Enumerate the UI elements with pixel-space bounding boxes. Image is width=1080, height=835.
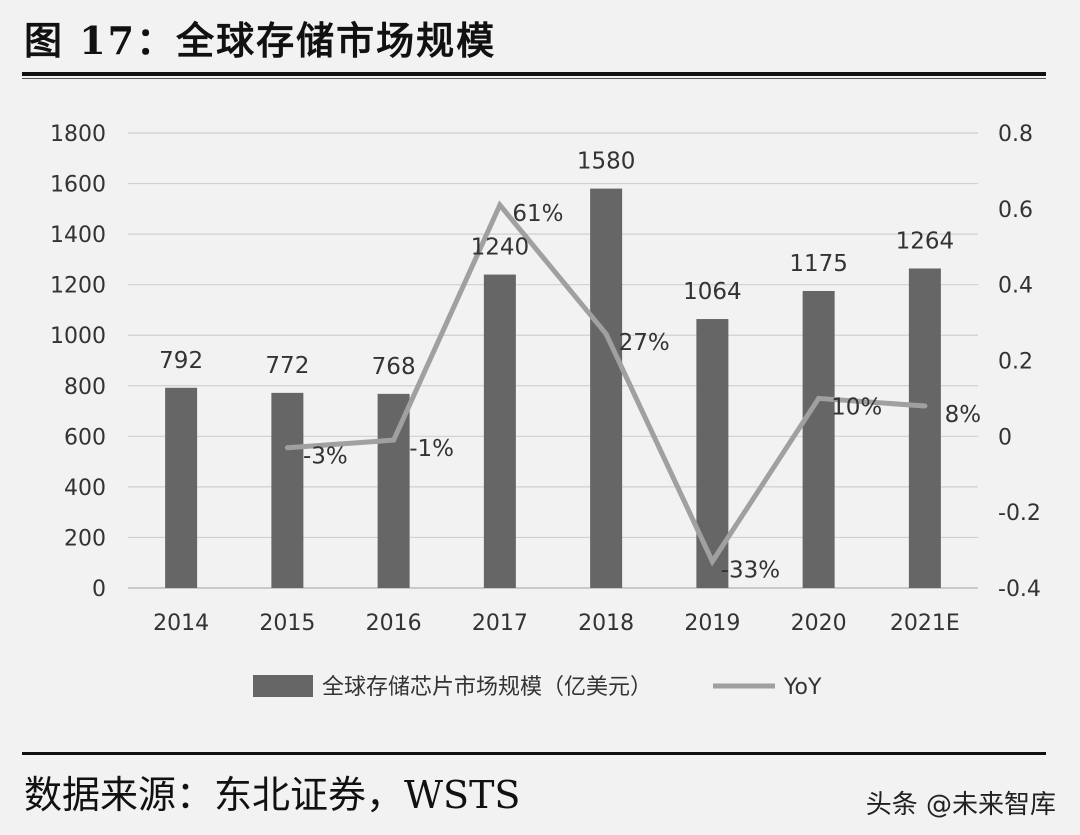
- legend-bar-swatch: [253, 675, 313, 697]
- bar-series: [165, 188, 941, 588]
- y-left-tick-label: 1200: [50, 274, 106, 299]
- yoy-value-label: -33%: [721, 557, 780, 583]
- bar: [165, 387, 198, 588]
- yoy-point: [497, 202, 503, 208]
- bar: [377, 393, 410, 588]
- yoy-point: [603, 331, 609, 337]
- bar-value-label: 1264: [896, 228, 955, 254]
- yoy-value-label: -1%: [409, 436, 454, 462]
- y-right-tick-label: 0: [998, 425, 1012, 450]
- bar: [590, 188, 623, 588]
- y-left-tick-label: 400: [64, 476, 106, 501]
- yoy-point: [391, 437, 397, 443]
- yoy-value-label: -3%: [303, 444, 348, 470]
- y-right-tick-label: 0.4: [998, 274, 1033, 299]
- bar: [483, 274, 516, 588]
- title-rule-thin: [22, 78, 1046, 79]
- x-tick-label: 2021E: [890, 611, 960, 636]
- figure-title: 图 17：全球存储市场规模: [24, 18, 497, 63]
- y-right-tick-label: 0.2: [998, 350, 1033, 375]
- watermark: 头条 @未来智库: [865, 790, 1056, 820]
- title-rule: [22, 72, 1046, 76]
- legend-bar-label: 全球存储芯片市场规模（亿美元）: [322, 675, 652, 700]
- y-left-tick-label: 1000: [50, 324, 106, 349]
- bar-value-label: 792: [159, 348, 203, 374]
- x-tick-label: 2015: [259, 611, 315, 636]
- y-left-tick-label: 200: [64, 526, 106, 551]
- y-left-tick-label: 1600: [50, 173, 106, 198]
- x-tick-label: 2014: [153, 611, 209, 636]
- y-right-tick-label: 0.6: [998, 198, 1033, 223]
- bar-value-label: 1175: [789, 251, 848, 277]
- bar: [908, 268, 941, 588]
- bar-value-label: 768: [372, 354, 416, 380]
- bar: [271, 392, 304, 588]
- line-series: [284, 200, 928, 567]
- y-left-tick-label: 0: [92, 577, 106, 602]
- y-left-tick-label: 1800: [50, 122, 106, 147]
- y-left-tick-label: 800: [64, 375, 106, 400]
- x-tick-label: 2018: [578, 611, 634, 636]
- yoy-value-label: 27%: [619, 330, 670, 356]
- yoy-point: [816, 395, 822, 401]
- legend-line-label: YoY: [783, 675, 822, 700]
- data-labels: 792 772 768 1240 1580 1064 1175 1264 -3% -1% 61% 27…: [159, 149, 981, 584]
- bar-value-label: 1240: [471, 235, 530, 261]
- bar-value-label: 1580: [577, 149, 636, 175]
- gridlines: [128, 132, 978, 589]
- x-tick-label: 2016: [366, 611, 422, 636]
- yoy-point: [922, 403, 928, 409]
- source-rule: [22, 752, 1046, 755]
- x-tick-label: 2020: [791, 611, 847, 636]
- bar-value-label: 772: [265, 353, 309, 379]
- bar-value-label: 1064: [683, 279, 742, 305]
- x-tick-label: 2019: [684, 611, 740, 636]
- x-tick-label: 2017: [472, 611, 528, 636]
- y-right-tick-label: -0.4: [998, 577, 1041, 602]
- chart: 792 772 768 1240 1580 1064 1175 1264 -3% -1% 61% 27…: [50, 122, 1041, 700]
- y-left-tick-label: 600: [64, 425, 106, 450]
- yoy-value-label: 10%: [831, 394, 882, 420]
- bar: [802, 290, 835, 588]
- yoy-value-label: 8%: [945, 402, 982, 428]
- yoy-point: [709, 558, 715, 564]
- source-note: 数据来源：东北证券，WSTS: [24, 773, 521, 817]
- legend: 全球存储芯片市场规模（亿美元） YoY: [253, 675, 822, 700]
- yoy-value-label: 61%: [512, 201, 563, 227]
- yoy-point: [284, 445, 290, 451]
- y-right-tick-label: -0.2: [998, 501, 1041, 526]
- axis-ticks: 0 200 400 600 800 1000 1200 1400 1600 1800 -0.4 -0.…: [50, 122, 1041, 636]
- y-right-tick-label: 0.8: [998, 122, 1033, 147]
- y-left-tick-label: 1400: [50, 223, 106, 248]
